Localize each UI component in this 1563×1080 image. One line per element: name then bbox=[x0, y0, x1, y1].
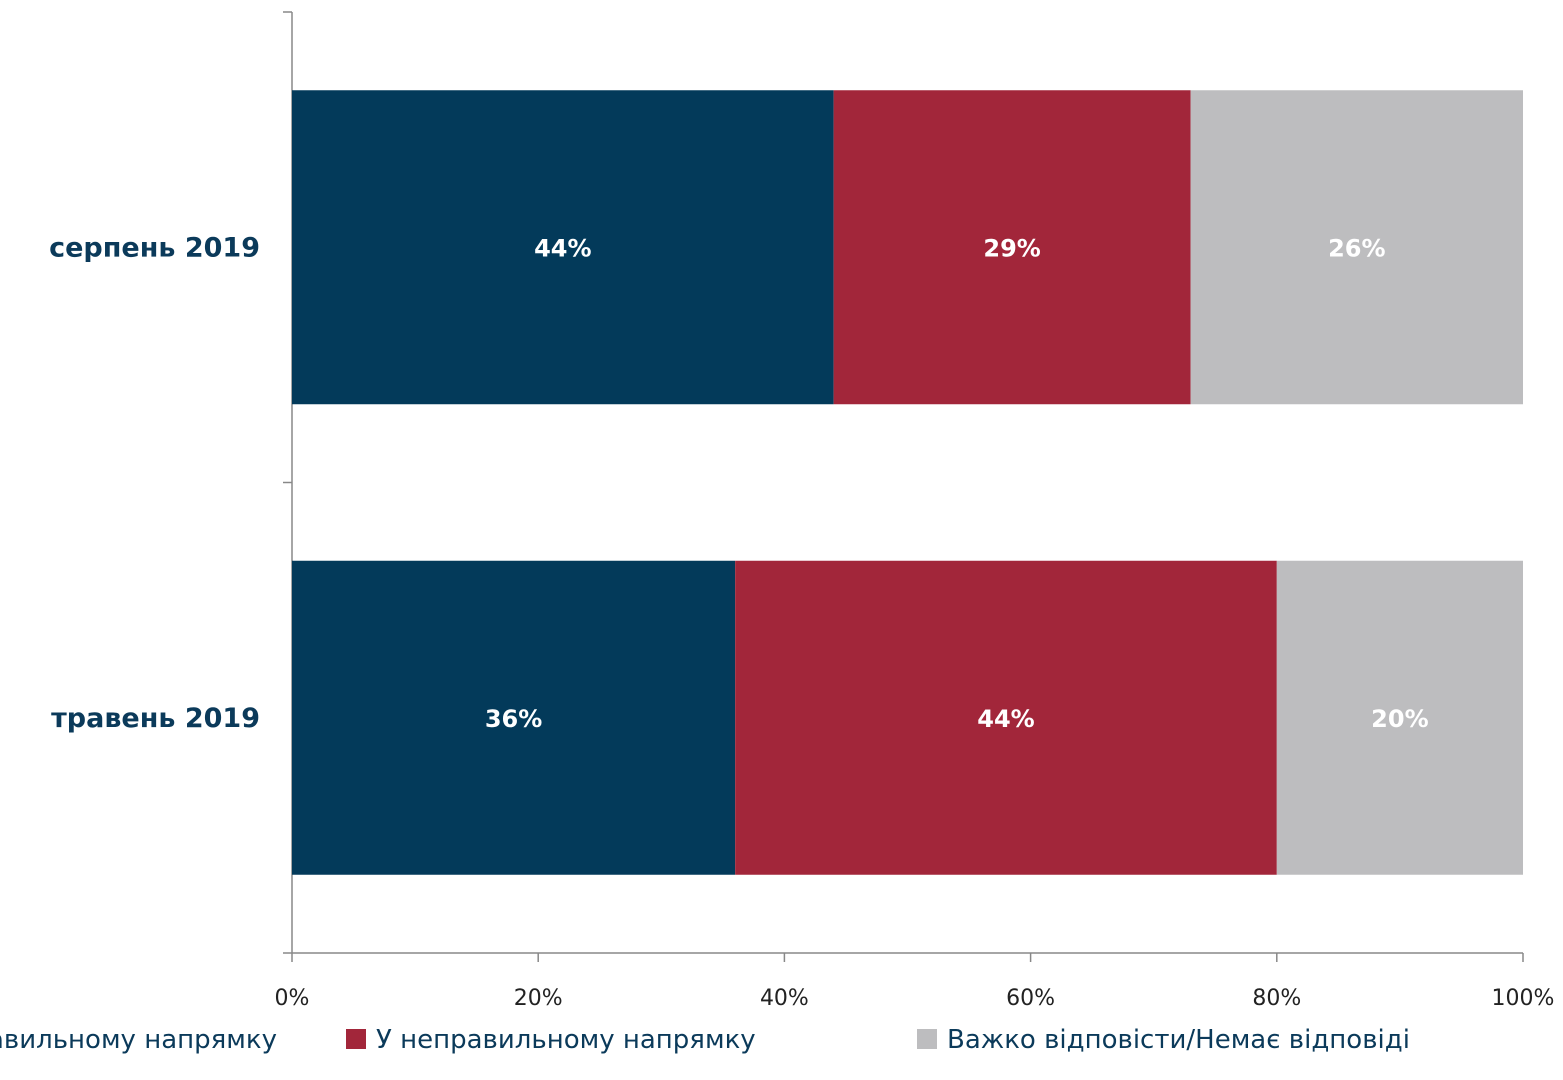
x-tick-labels: 0% 20% 40% 60% 80% 100% bbox=[275, 986, 1555, 1011]
bars: 44% 29% 26% 36% 44% 20% bbox=[292, 90, 1523, 875]
category-label: серпень 2019 bbox=[49, 232, 260, 263]
bar-segment bbox=[735, 560, 1277, 875]
data-label: 44% bbox=[534, 234, 591, 262]
category-label: травень 2019 bbox=[51, 703, 260, 734]
bar-segment bbox=[833, 90, 1191, 405]
legend-swatch bbox=[346, 1029, 366, 1049]
x-tick-label: 20% bbox=[514, 986, 563, 1011]
legend-entry-label: У неправильному напрямку bbox=[376, 1025, 756, 1055]
x-tick-label: 0% bbox=[275, 986, 310, 1011]
legend-entry-label: Важко відповісти/Немає відповіді bbox=[947, 1025, 1410, 1055]
data-label: 20% bbox=[1371, 705, 1428, 733]
x-tick-label: 40% bbox=[760, 986, 809, 1011]
bar-segment bbox=[292, 90, 834, 405]
data-label: 29% bbox=[983, 234, 1040, 262]
x-tick-label: 100% bbox=[1492, 986, 1555, 1011]
legend-swatch bbox=[917, 1029, 937, 1049]
legend: У правильному напрямку У неправильному на… bbox=[0, 1025, 1410, 1055]
data-label: 44% bbox=[977, 705, 1034, 733]
category-labels: серпень 2019 травень 2019 bbox=[49, 232, 260, 734]
bar-segment bbox=[292, 560, 736, 875]
bar-segment bbox=[1190, 90, 1523, 405]
x-tick-label: 60% bbox=[1006, 986, 1055, 1011]
data-label: 26% bbox=[1328, 234, 1385, 262]
data-label: 36% bbox=[485, 705, 542, 733]
bar-segment bbox=[1276, 560, 1523, 875]
x-tick-label: 80% bbox=[1252, 986, 1301, 1011]
legend-entry-label: У правильному напрямку bbox=[0, 1025, 277, 1055]
